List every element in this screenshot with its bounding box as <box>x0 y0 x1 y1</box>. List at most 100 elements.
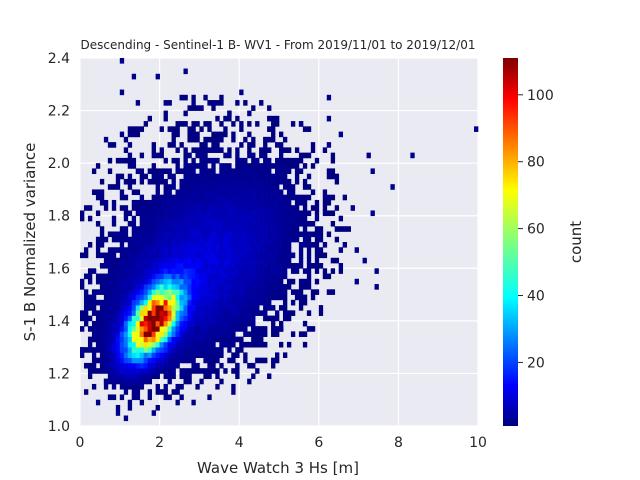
heatmap-cell <box>115 263 121 269</box>
heatmap-cell <box>183 378 188 385</box>
heatmap-cell <box>147 273 152 280</box>
heatmap-cell <box>243 236 248 243</box>
heatmap-cell <box>223 368 228 374</box>
heatmap-cell <box>135 347 141 353</box>
heatmap-cell <box>123 336 129 343</box>
heatmap-cell <box>259 310 264 316</box>
heatmap-cell <box>255 305 260 311</box>
heatmap-cell <box>163 168 168 175</box>
heatmap-cell <box>123 331 129 337</box>
heatmap-cell <box>211 252 216 259</box>
heatmap-cell <box>203 305 208 311</box>
heatmap-cell <box>159 299 164 306</box>
heatmap-cell <box>95 236 101 243</box>
heatmap-cell <box>267 268 272 274</box>
heatmap-cell <box>143 368 149 374</box>
heatmap-cell <box>235 100 240 106</box>
heatmap-cell <box>115 289 121 295</box>
colorbar-tick-label: 100 <box>527 88 554 104</box>
heatmap-cell <box>302 331 308 337</box>
heatmap-cell <box>235 373 240 380</box>
heatmap-cell <box>203 205 208 211</box>
heatmap-cell <box>223 294 228 301</box>
heatmap-cell <box>255 341 260 348</box>
heatmap-cell <box>111 320 117 327</box>
heatmap-cell <box>227 215 232 222</box>
heatmap-cell <box>306 194 312 201</box>
heatmap-cell <box>318 310 324 316</box>
heatmap-cell <box>127 236 133 243</box>
heatmap-cell <box>286 226 292 232</box>
heatmap-cell <box>215 305 220 311</box>
heatmap-cell <box>247 199 252 206</box>
heatmap-cell <box>135 383 141 390</box>
heatmap-cell <box>147 231 152 238</box>
heatmap-cell <box>227 173 232 180</box>
heatmap-cell <box>103 199 109 206</box>
heatmap-cell <box>87 299 93 306</box>
heatmap-cell <box>298 331 304 337</box>
heatmap-cell <box>211 215 216 222</box>
heatmap-cell <box>95 220 101 227</box>
y-tick-label: 1.4 <box>48 314 70 330</box>
heatmap-cell <box>263 194 268 201</box>
heatmap-cell <box>163 278 168 285</box>
heatmap-cell <box>251 273 256 280</box>
heatmap-cell <box>279 236 284 243</box>
heatmap-cell <box>306 284 312 290</box>
heatmap-cell <box>247 247 252 253</box>
heatmap-cell <box>111 362 117 369</box>
heatmap-cell <box>338 131 344 138</box>
heatmap-cell <box>215 147 220 153</box>
heatmap-cell <box>155 336 160 343</box>
heatmap-cell <box>195 215 200 222</box>
heatmap-cell <box>199 126 204 132</box>
heatmap-cell <box>294 147 300 153</box>
heatmap-cell <box>167 242 172 248</box>
heatmap-cell <box>215 315 220 322</box>
heatmap-cell <box>275 315 280 322</box>
heatmap-cell <box>290 263 296 269</box>
heatmap-cell <box>167 378 172 385</box>
heatmap-cell <box>267 278 272 285</box>
heatmap-cell <box>302 242 308 248</box>
heatmap-cell <box>159 294 164 301</box>
heatmap-cell <box>247 142 252 148</box>
heatmap-cell <box>235 205 240 211</box>
heatmap-cell <box>263 305 268 311</box>
heatmap-cell <box>127 326 133 332</box>
heatmap-cell <box>103 368 109 374</box>
heatmap-cell <box>310 294 316 301</box>
heatmap-cell <box>187 315 192 322</box>
heatmap-cell <box>83 362 89 369</box>
heatmap-cell <box>231 310 236 316</box>
heatmap-cell <box>203 257 208 264</box>
heatmap-cell <box>275 236 280 243</box>
heatmap-cell <box>255 263 260 269</box>
heatmap-cell <box>167 357 172 364</box>
heatmap-cell <box>235 152 240 159</box>
heatmap-cell <box>147 362 152 369</box>
heatmap-cell <box>183 184 188 190</box>
heatmap-cell <box>191 231 196 238</box>
heatmap-cell <box>306 242 312 248</box>
heatmap-cell <box>131 157 137 164</box>
heatmap-cell <box>167 294 172 301</box>
heatmap-cell <box>83 305 89 311</box>
heatmap-cell <box>199 315 204 322</box>
heatmap-cell <box>95 331 101 337</box>
heatmap-cell <box>290 210 296 217</box>
heatmap-cell <box>143 210 149 217</box>
heatmap-cell <box>115 184 121 190</box>
heatmap-cell <box>215 284 220 290</box>
heatmap-cell <box>235 310 240 316</box>
heatmap-cell <box>247 378 252 385</box>
heatmap-cell <box>99 242 105 248</box>
heatmap-cell <box>187 131 192 138</box>
heatmap-cell <box>302 341 308 348</box>
heatmap-cell <box>143 331 149 337</box>
heatmap-cell <box>147 299 152 306</box>
heatmap-cell <box>131 299 137 306</box>
heatmap-cell <box>211 347 216 353</box>
heatmap-cell <box>267 136 272 143</box>
